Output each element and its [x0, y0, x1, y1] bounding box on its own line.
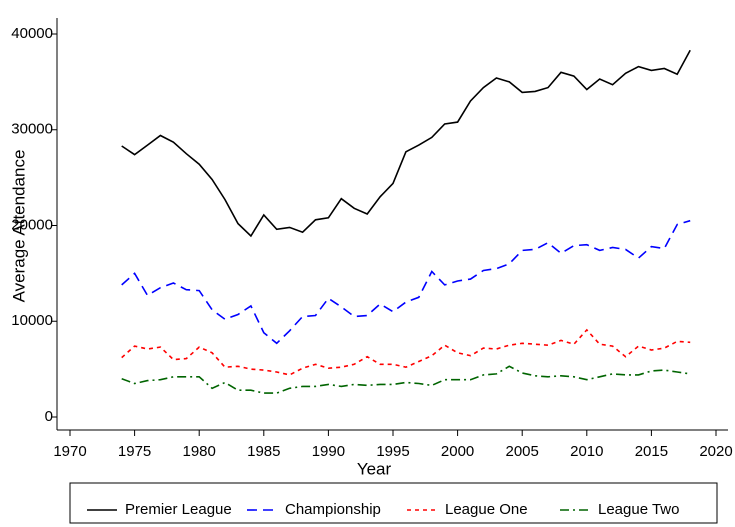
x-tick-label: 2005 — [506, 443, 539, 460]
x-tick-label: 2020 — [699, 443, 732, 460]
legend-box — [69, 482, 718, 524]
x-tick-label: 1980 — [183, 443, 216, 460]
y-tick-label: 20000 — [11, 216, 53, 233]
x-tick-label: 2015 — [635, 443, 668, 460]
x-tick-label: 1975 — [118, 443, 151, 460]
y-axis-title: Average Attendance — [9, 150, 28, 303]
x-tick-label: 2010 — [570, 443, 603, 460]
legend-label: League One — [445, 501, 528, 518]
y-tick-label: 0 — [45, 408, 53, 425]
x-tick-label: 1970 — [53, 443, 86, 460]
x-tick-label: 1995 — [376, 443, 409, 460]
x-tick-label: 2000 — [441, 443, 474, 460]
y-tick-label: 10000 — [11, 312, 53, 329]
y-tick-label: 30000 — [11, 121, 53, 138]
legend-label: Championship — [285, 501, 381, 518]
series-line — [121, 365, 691, 394]
x-axis-title: Year — [357, 459, 392, 478]
series-line — [121, 49, 691, 238]
legend-label: Premier League — [125, 501, 232, 518]
y-tick-label: 40000 — [11, 25, 53, 42]
series-line — [121, 219, 691, 345]
series-line — [121, 328, 691, 376]
x-tick-label: 1985 — [247, 443, 280, 460]
legend-label: League Two — [598, 501, 679, 518]
x-tick-label: 1990 — [312, 443, 345, 460]
